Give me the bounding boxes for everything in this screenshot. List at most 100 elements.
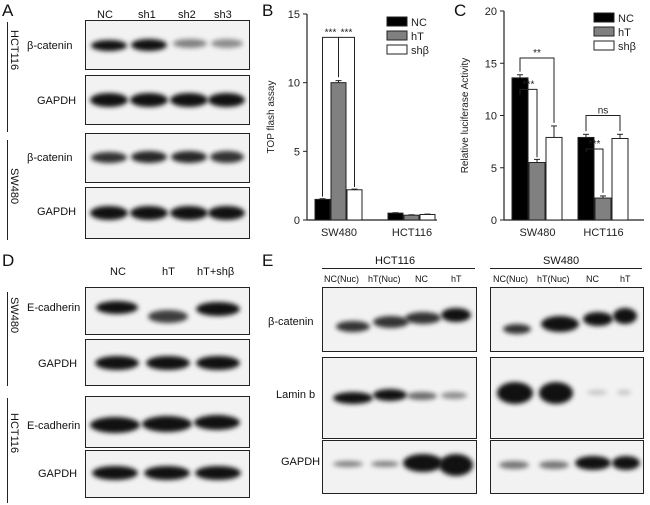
significance-bracket <box>519 88 538 158</box>
blot-row-label: β-catenin <box>27 40 73 52</box>
y-tick-label: 0 <box>294 215 300 227</box>
y-tick-label: 5 <box>294 146 300 158</box>
blot-e-hct116-lamin-b <box>322 357 477 439</box>
bracket-line <box>7 292 8 386</box>
panel-a-cell-line: HCT116 <box>8 30 20 71</box>
blot-e-hct116-gapdh <box>322 440 477 494</box>
panel-e-lane-label: NC <box>586 274 599 284</box>
chart-b: 0 5 10 15 TOP flash assay SW480 HCT116 NC hT shβ *… <box>266 9 437 239</box>
panel-a-lane-label: NC <box>97 9 113 21</box>
panel-d-letter: D <box>2 251 15 270</box>
bar <box>511 77 529 221</box>
bracket-line <box>7 22 8 132</box>
blot-a-beta-catenin-sw480 <box>85 133 250 183</box>
x-tick-label: HCT116 <box>392 227 432 239</box>
panel-d-cell-line: HCT116 <box>8 413 20 454</box>
significance-label: *** <box>325 27 337 38</box>
bar <box>594 197 612 221</box>
panel-e-lane-label: hT <box>620 274 631 284</box>
panel-a-lane-label: sh2 <box>178 9 196 21</box>
significance-bracket <box>338 36 355 188</box>
group-line <box>490 268 642 269</box>
blot-row-label: GAPDH <box>281 456 321 468</box>
panel-d-lane-label: hT <box>162 266 175 278</box>
blot-a-beta-catenin-hct116 <box>85 20 250 70</box>
blot-row-label: Lamin b <box>276 389 316 401</box>
bar <box>346 189 363 221</box>
panel-e-group-label: SW480 <box>543 255 580 267</box>
panel-d-lane-label: hT+shβ <box>197 266 235 278</box>
blot-d-gapdh-hct116 <box>85 450 250 498</box>
bracket-line <box>7 140 8 240</box>
legend-swatch <box>386 30 408 41</box>
panel-d-cell-line: SW480 <box>8 297 20 334</box>
panel-a-lane-label: sh1 <box>138 9 156 21</box>
bar <box>611 137 629 221</box>
blot-row-label: GAPDH <box>37 95 77 107</box>
significance-label: ns <box>598 106 609 117</box>
significance-bracket <box>585 148 604 193</box>
bar <box>419 214 436 221</box>
blot-d-ecadherin-hct116 <box>85 396 250 448</box>
y-tick-label: 10 <box>485 111 497 123</box>
blot-e-sw480-gapdh <box>490 440 644 494</box>
blot-row-label: E-cadherin <box>27 420 81 432</box>
group-line <box>322 268 475 269</box>
bar <box>387 212 404 221</box>
chart-c: 0 5 10 15 20 Relative luciferase Activity SW48… <box>460 6 644 239</box>
significance-label: ** <box>533 48 541 59</box>
legend-swatch <box>593 26 615 37</box>
legend-swatch <box>386 16 408 27</box>
legend-swatch <box>593 40 615 51</box>
legend-label: NC <box>618 13 634 25</box>
panel-e-lane-label: hT(Nuc) <box>368 274 401 284</box>
panel-e-lane-label: NC(Nuc) <box>324 274 359 284</box>
x-tick-label: SW480 <box>519 227 555 239</box>
significance-label: *** <box>523 79 535 90</box>
significance-label: *** <box>589 139 601 150</box>
y-tick-label: 5 <box>491 163 497 175</box>
y-tick-label: 10 <box>288 78 300 90</box>
panel-a-letter: A <box>2 1 14 20</box>
blot-row-label: β-catenin <box>27 152 73 164</box>
panel-e-lane-label: NC <box>415 274 428 284</box>
blot-e-sw480-lamin-b <box>490 357 644 439</box>
panel-d-lane-label: NC <box>110 266 126 278</box>
y-axis-label: Relative luciferase Activity <box>460 58 471 174</box>
blot-d-ecadherin-sw480 <box>85 287 250 335</box>
legend-label: hT <box>411 31 424 43</box>
bar <box>314 198 331 221</box>
panel-e-letter: E <box>262 251 274 270</box>
x-tick-label: HCT116 <box>583 227 623 239</box>
y-axis-label: TOP flash assay <box>266 81 277 154</box>
bar <box>403 214 420 221</box>
significance-bracket <box>519 57 555 123</box>
legend-swatch <box>593 12 615 23</box>
blot-a-gapdh-hct116 <box>85 75 250 125</box>
panel-e-lane-label: hT <box>451 274 462 284</box>
legend-label: shβ <box>618 41 636 53</box>
blot-a-gapdh-sw480 <box>85 187 250 239</box>
panel-e-lane-label: hT(Nuc) <box>537 274 570 284</box>
legend-label: hT <box>618 27 631 39</box>
legend-swatch <box>386 44 408 55</box>
legend-label: NC <box>411 17 427 29</box>
blot-d-gapdh-sw480 <box>85 339 250 386</box>
panel-b-letter: B <box>262 1 274 20</box>
significance-bracket <box>585 115 621 132</box>
legend-label: shβ <box>411 45 429 57</box>
blot-e-hct116-beta-catenin <box>322 287 477 352</box>
blot-row-label: β-catenin <box>268 316 314 328</box>
panel-c-letter: C <box>454 1 467 20</box>
y-tick-label: 0 <box>491 215 497 227</box>
panel-a-cell-line: SW480 <box>8 168 20 205</box>
blot-row-label: GAPDH <box>37 206 77 218</box>
y-tick-label: 15 <box>288 9 300 21</box>
bar <box>330 82 347 221</box>
blot-e-sw480-beta-catenin <box>490 287 644 352</box>
x-tick-label: SW480 <box>321 227 357 239</box>
bar <box>528 162 546 221</box>
panel-a-lane-label: sh3 <box>214 9 232 21</box>
panel-e-lane-label: NC(Nuc) <box>493 274 528 284</box>
blot-row-label: E-cadherin <box>27 302 81 314</box>
